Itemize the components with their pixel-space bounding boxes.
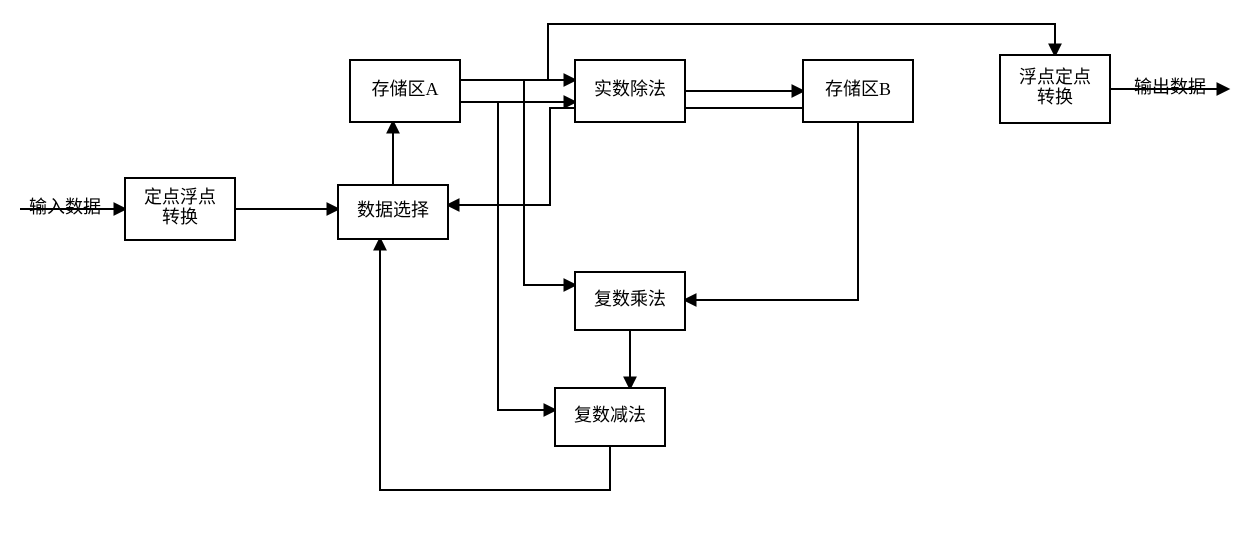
node-data_select: 数据选择 xyxy=(338,185,448,239)
node-complex_sub: 复数减法 xyxy=(555,388,665,446)
node-storage_b: 存储区B xyxy=(803,60,913,122)
label-float_to_fixed-line0: 浮点定点 xyxy=(1019,67,1091,87)
node-complex_mul: 复数乘法 xyxy=(575,272,685,330)
label-complex_mul: 复数乘法 xyxy=(594,289,666,309)
label-storage_b: 存储区B xyxy=(825,79,891,99)
label-fixed_to_float-line0: 定点浮点 xyxy=(144,187,216,207)
node-real_div: 实数除法 xyxy=(575,60,685,122)
node-storage_a: 存储区A xyxy=(350,60,460,122)
node-output: 输出数据 xyxy=(1134,77,1206,97)
label-float_to_fixed-line1: 转换 xyxy=(1037,87,1073,107)
node-fixed_to_float: 定点浮点转换 xyxy=(125,178,235,240)
label-data_select: 数据选择 xyxy=(357,200,429,220)
nodes-layer: 输入数据定点浮点转换数据选择存储区A实数除法存储区B浮点定点转换输出数据复数乘法… xyxy=(29,55,1206,446)
node-input: 输入数据 xyxy=(29,197,101,217)
label-input: 输入数据 xyxy=(29,197,101,217)
label-real_div: 实数除法 xyxy=(594,79,666,99)
edge-stB_down_to_mul xyxy=(685,122,858,300)
node-float_to_fixed: 浮点定点转换 xyxy=(1000,55,1110,123)
label-output: 输出数据 xyxy=(1134,77,1206,97)
label-storage_a: 存储区A xyxy=(372,79,439,99)
label-complex_sub: 复数减法 xyxy=(574,405,646,425)
edge-stA_branch_to_sub xyxy=(498,102,555,410)
label-fixed_to_float-line1: 转换 xyxy=(162,207,198,227)
